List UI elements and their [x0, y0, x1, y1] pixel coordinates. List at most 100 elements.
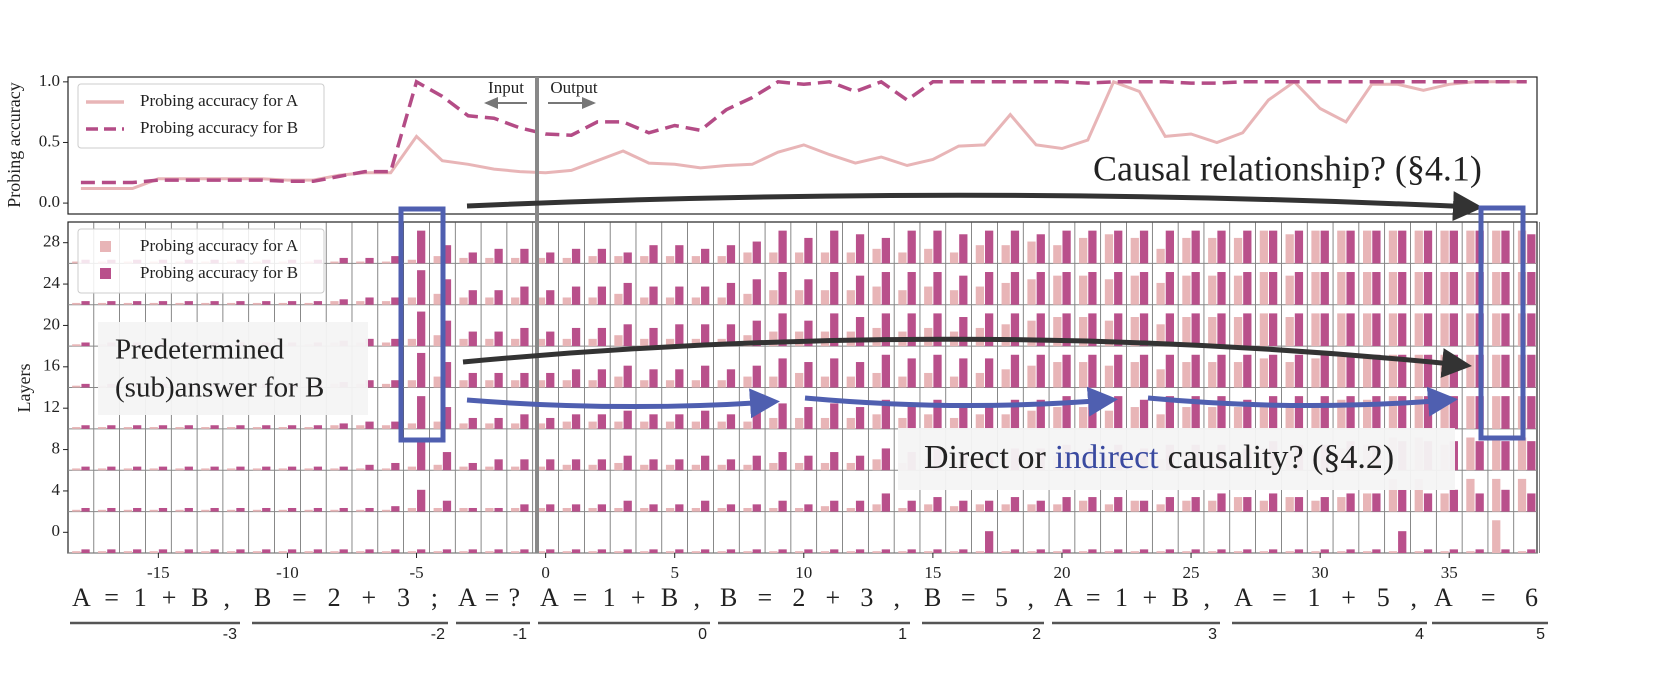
- bar: [459, 297, 468, 305]
- bar: [1208, 237, 1217, 264]
- bar: [1320, 230, 1329, 264]
- bar: [330, 261, 339, 264]
- bar: [1398, 272, 1407, 305]
- bar: [640, 297, 649, 305]
- bar: [391, 338, 400, 347]
- bar: [175, 427, 184, 429]
- bar: [365, 257, 374, 264]
- bar: [881, 272, 891, 305]
- bar: [1114, 549, 1123, 553]
- bar: [1139, 313, 1149, 347]
- bar: [1079, 317, 1088, 347]
- bar: [717, 421, 726, 429]
- bar: [1156, 414, 1165, 429]
- bar: [81, 549, 90, 553]
- bar: [468, 252, 477, 264]
- bar: [597, 504, 607, 512]
- bar: [933, 549, 942, 553]
- bar: [1414, 230, 1423, 264]
- token-group: A = 1 + B ,: [1054, 583, 1210, 612]
- bar: [1191, 313, 1200, 347]
- bar: [907, 500, 916, 512]
- bar: [649, 459, 658, 471]
- bar: [872, 459, 881, 471]
- bar: [1243, 399, 1252, 429]
- bar: [123, 468, 133, 471]
- x-tick-label: 15: [924, 563, 941, 582]
- bar: [846, 290, 855, 305]
- bar: [1259, 230, 1269, 264]
- bar: [665, 338, 675, 347]
- bar: [717, 507, 726, 512]
- bar: [898, 417, 907, 429]
- bar: [907, 403, 916, 429]
- bar: [975, 286, 985, 305]
- bar: [1311, 230, 1320, 264]
- bar: [133, 425, 142, 429]
- bar: [97, 509, 107, 512]
- bar: [881, 354, 891, 388]
- bar: [407, 423, 417, 429]
- annotation-part: Direct or: [924, 439, 1046, 476]
- bar: [649, 369, 658, 388]
- bar: [665, 551, 675, 553]
- bar: [1010, 399, 1020, 429]
- bar: [1337, 497, 1346, 512]
- bar: [1363, 493, 1372, 512]
- bar: [313, 549, 323, 553]
- bar: [1466, 396, 1475, 429]
- bar: [1114, 272, 1123, 305]
- indirect-arrow: [1147, 386, 1458, 417]
- bar: [511, 380, 520, 388]
- bar: [1372, 354, 1381, 388]
- bar: [949, 290, 959, 305]
- bar: [227, 302, 236, 305]
- bar: [494, 290, 503, 305]
- bar: [1165, 497, 1174, 512]
- highlight-box: [398, 206, 446, 443]
- bar: [97, 551, 107, 553]
- bar: [313, 466, 323, 471]
- bar: [959, 358, 968, 388]
- bar: [1285, 275, 1294, 305]
- bar: [985, 531, 994, 553]
- bar: [571, 286, 581, 305]
- bar: [391, 462, 400, 471]
- bar: [1088, 399, 1097, 429]
- bar: [1501, 441, 1510, 471]
- bar: [1165, 313, 1174, 347]
- bar: [665, 380, 675, 388]
- bar: [287, 425, 297, 429]
- legend-swatch: [100, 268, 111, 279]
- bar: [1217, 493, 1226, 512]
- bar: [133, 466, 142, 471]
- bar: [1311, 358, 1320, 388]
- bar: [924, 504, 933, 512]
- bar: [614, 421, 623, 429]
- bar: [227, 427, 236, 429]
- bar: [407, 466, 417, 471]
- token-index: 5: [1536, 626, 1545, 643]
- bar: [175, 509, 184, 512]
- bar: [1139, 549, 1149, 553]
- bar: [546, 290, 555, 305]
- bar: [1010, 549, 1020, 553]
- bar: [1233, 407, 1243, 429]
- bar: [907, 230, 916, 264]
- bar: [640, 507, 649, 512]
- bar: [1156, 248, 1165, 264]
- bar: [459, 423, 468, 429]
- bar: [1294, 354, 1304, 388]
- bar: [252, 427, 262, 429]
- bar: [975, 414, 985, 429]
- bar: [236, 466, 245, 471]
- bar: [417, 352, 426, 388]
- bar: [846, 507, 855, 512]
- bar: [494, 549, 503, 553]
- bar: [81, 466, 90, 471]
- bar: [485, 257, 494, 264]
- bar: [769, 331, 778, 347]
- x-tick-label: 25: [1183, 563, 1200, 582]
- bar: [1527, 441, 1536, 471]
- bar: [546, 372, 555, 388]
